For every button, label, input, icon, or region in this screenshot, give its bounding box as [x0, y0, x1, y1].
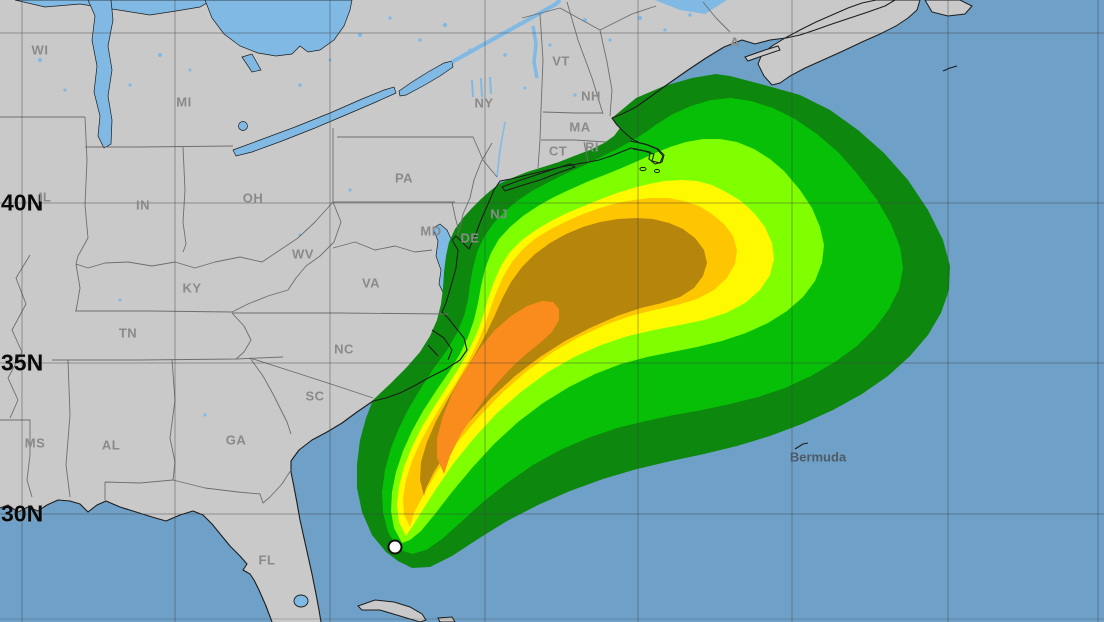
place-label-bermuda: Bermuda [789, 449, 847, 465]
state-label-mi: MI [176, 94, 192, 110]
state-label-ma: MA [569, 119, 591, 135]
state-label-ri: RI [585, 139, 599, 155]
state-label-tn: TN [118, 325, 138, 341]
sable-island-mark [942, 65, 958, 72]
digby-neck-island [744, 45, 781, 62]
state-label-oh: OH [242, 190, 264, 206]
probability-band-dark-gold-brown [420, 218, 707, 496]
atlantic-coastline [0, 0, 896, 622]
latitude-label-35n: 35N [1, 349, 44, 376]
state-label-vt: VT [552, 53, 570, 69]
latitude-label-40n: 40N [1, 189, 44, 216]
state-label-wi: WI [31, 42, 49, 58]
state-label-nh: NH [581, 88, 601, 104]
pamlico-sound-shoreline [427, 329, 453, 361]
state-label-nc: NC [334, 341, 354, 357]
cape-breton-island [924, 0, 973, 17]
finger-lakes [471, 76, 492, 98]
state-label-va: VA [361, 275, 381, 291]
small-lakes [38, 13, 692, 417]
state-label-ct: CT [548, 143, 568, 159]
long-island-outline [501, 163, 576, 192]
st-lawrence-river [451, 0, 562, 64]
state-label-md: MD [420, 223, 442, 239]
state-label-al: AL [101, 437, 121, 453]
storm-position-marker [387, 539, 403, 555]
lake-okeechobee [293, 594, 309, 608]
cape-cod-outline [629, 140, 664, 164]
state-label-il: IL [38, 189, 52, 205]
hudson-river [496, 121, 506, 178]
saginaw-bay [241, 53, 262, 73]
state-label-ny: NY [474, 95, 494, 111]
lake-michigan [87, 0, 114, 149]
st-lawrence-estuary [655, 0, 727, 14]
nantucket-outline [653, 168, 661, 174]
state-label-ga: GA [225, 432, 247, 448]
state-label-ky: KY [182, 280, 202, 296]
lake-champlain [531, 25, 539, 79]
bermuda-island-mark [794, 442, 809, 450]
state-label-pa: PA [394, 170, 414, 186]
latitude-label-30n: 30N [1, 500, 44, 527]
state-label-sc: SC [305, 388, 325, 404]
state-label-ms: MS [24, 435, 46, 451]
bahamas-islands [357, 599, 456, 622]
probability-band-inner-orange [437, 301, 559, 474]
marthas-vineyard-outline [639, 166, 647, 172]
state-label-wv: WV [292, 246, 314, 262]
mainland-landmass [0, 0, 895, 622]
lake-ontario [398, 60, 454, 97]
state-label-in: IN [136, 197, 150, 213]
nova-scotia [757, 0, 921, 86]
state-borders [0, 1, 731, 504]
state-label-de: DE [460, 230, 480, 246]
state-label-fl: FL [258, 552, 276, 568]
lake-erie [232, 86, 397, 157]
lake-st-clair [238, 121, 248, 131]
state-label-nj: NJ [490, 206, 508, 222]
lake-huron [204, 0, 353, 57]
state-label-a: A [730, 34, 740, 50]
